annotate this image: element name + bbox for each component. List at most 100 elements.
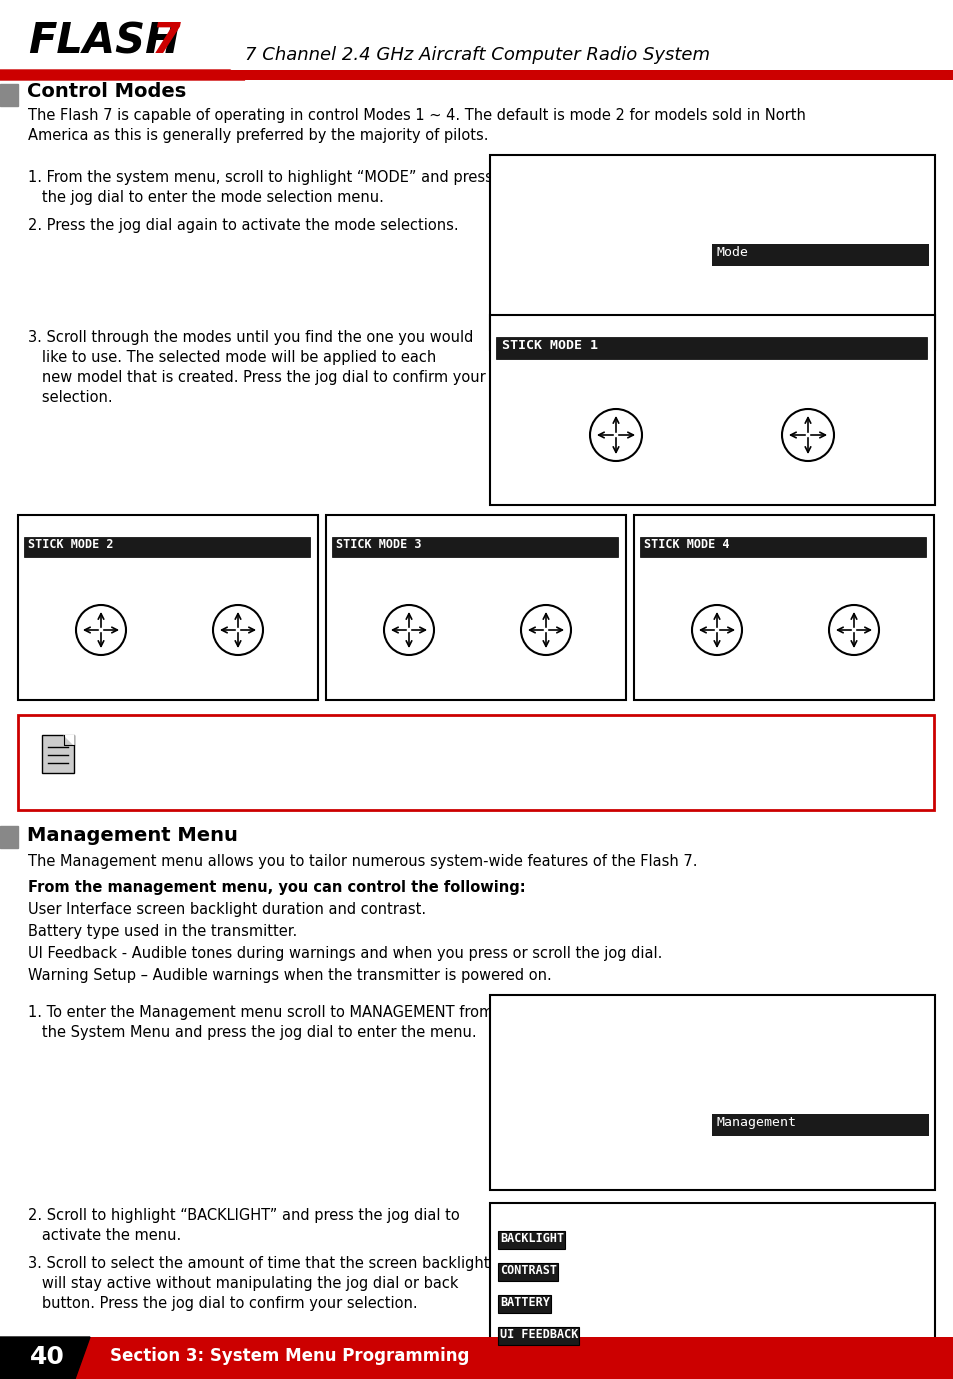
- Bar: [497, 1263, 558, 1281]
- Text: MDL Type: MDL Type: [499, 217, 563, 229]
- Text: STICK MODE 2: STICK MODE 2: [28, 538, 113, 552]
- Text: Mode: Mode: [717, 245, 748, 259]
- Text: 2. Scroll to highlight “BACKLIGHT” and press the jog dial to: 2. Scroll to highlight “BACKLIGHT” and p…: [28, 1208, 459, 1223]
- Bar: [24, 536, 310, 557]
- Text: [Management]: [Management]: [499, 1209, 596, 1222]
- Text: 7: 7: [152, 21, 181, 62]
- Text: On: On: [584, 1328, 598, 1340]
- Polygon shape: [64, 735, 74, 745]
- Text: INFO: INFO: [717, 1146, 748, 1158]
- Text: Battery type used in the transmitter.: Battery type used in the transmitter.: [28, 924, 297, 939]
- Text: MDL SEL: MDL SEL: [499, 186, 556, 199]
- Text: ELEV: ELEV: [395, 565, 422, 575]
- Text: Warning Setup – Audible warnings when the transmitter is powered on.: Warning Setup – Audible warnings when th…: [28, 968, 551, 983]
- Text: 5: 5: [563, 1265, 571, 1277]
- Text: BACKLIGHT: BACKLIGHT: [499, 1231, 563, 1245]
- Text: Management: Management: [717, 1116, 796, 1129]
- Bar: [332, 536, 618, 557]
- Text: [Mode]: [Mode]: [641, 520, 684, 534]
- Text: Trim Step: Trim Step: [499, 1116, 572, 1129]
- Text: [Mode]: [Mode]: [26, 520, 69, 534]
- Bar: [497, 1327, 578, 1345]
- Text: The Management menu allows you to tailor numerous system-wide features of the Fl: The Management menu allows you to tailor…: [28, 854, 697, 869]
- Bar: [490, 996, 934, 1190]
- Polygon shape: [0, 826, 18, 848]
- Text: Mode: Mode: [717, 1087, 748, 1099]
- Text: AILE: AILE: [837, 430, 864, 440]
- Text: Some modes require additional adjustments to the hardware of the Flash 7 transmi: Some modes require additional adjustment…: [88, 735, 762, 749]
- Text: 7 Channel 2.4 GHz Aircraft Computer Radio System: 7 Channel 2.4 GHz Aircraft Computer Radi…: [245, 46, 709, 63]
- Bar: [496, 336, 926, 359]
- Text: The Flash 7 is capable of operating in control Modes 1 ~ 4. The default is mode : The Flash 7 is capable of operating in c…: [28, 108, 805, 123]
- Text: System.List: System.List: [499, 161, 592, 175]
- Text: User Interface screen backlight duration and contrast.: User Interface screen backlight duration…: [28, 902, 426, 917]
- Text: THRO: THRO: [702, 565, 730, 575]
- Bar: [711, 244, 928, 266]
- Text: 3. Scroll through the modes until you find the one you would: 3. Scroll through the modes until you fi…: [28, 330, 473, 345]
- FancyBboxPatch shape: [42, 735, 74, 774]
- Text: MDL SEL: MDL SEL: [499, 1026, 556, 1038]
- Text: AILE: AILE: [647, 625, 675, 634]
- Polygon shape: [0, 70, 245, 80]
- Text: Section 3: System Menu Programming: Section 3: System Menu Programming: [110, 1347, 469, 1365]
- Text: System.List: System.List: [499, 1001, 592, 1015]
- Polygon shape: [0, 1338, 90, 1379]
- Text: like to use. The selected mode will be applied to each: like to use. The selected mode will be a…: [28, 350, 436, 365]
- Text: THRO: THRO: [794, 367, 821, 376]
- Bar: [711, 1114, 928, 1136]
- Text: UI Feedback - Audible tones during warnings and when you press or scroll the jog: UI Feedback - Audible tones during warni…: [28, 946, 661, 961]
- Bar: [490, 314, 934, 505]
- Text: will stay active without manipulating the jog dial or back: will stay active without manipulating th…: [28, 1276, 458, 1291]
- Bar: [0, 1338, 953, 1379]
- Text: the System Menu and press the jog dial to enter the menu.: the System Menu and press the jog dial t…: [28, 1025, 476, 1040]
- Text: Sensor: Sensor: [717, 186, 764, 199]
- Text: ELEV: ELEV: [840, 565, 866, 575]
- Text: THRO: THRO: [532, 565, 558, 575]
- Text: RUDD: RUDD: [543, 430, 571, 440]
- Text: BATTERY: BATTERY: [499, 1296, 549, 1309]
- Text: THRO: THRO: [88, 565, 114, 575]
- Text: STICK MODE 1: STICK MODE 1: [501, 339, 598, 352]
- Text: AILE: AILE: [339, 625, 367, 634]
- Text: Management: Management: [717, 276, 796, 290]
- Text: AILE: AILE: [268, 625, 294, 634]
- Text: button. Press the jog dial to confirm your selection.: button. Press the jog dial to confirm yo…: [28, 1296, 417, 1311]
- Text: [Mode]: [Mode]: [499, 320, 547, 332]
- Text: Sensor: Sensor: [717, 1026, 764, 1038]
- Bar: [490, 154, 934, 350]
- Bar: [18, 714, 933, 809]
- Text: Trim Step: Trim Step: [499, 276, 572, 290]
- Text: STICK MODE 3: STICK MODE 3: [335, 538, 421, 552]
- Text: Spectra: Spectra: [717, 217, 772, 229]
- Text: Control Modes: Control Modes: [27, 81, 186, 101]
- Text: 40: 40: [30, 1345, 65, 1369]
- Bar: [497, 1231, 564, 1249]
- Text: ELEV: ELEV: [602, 367, 629, 376]
- Bar: [326, 514, 625, 701]
- Polygon shape: [0, 84, 18, 106]
- Text: 3. Scroll to select the amount of time that the screen backlight: 3. Scroll to select the amount of time t…: [28, 1256, 489, 1271]
- Text: information on the Flash 7’s hardware adjustments refer to Appendix A. Hardware : information on the Flash 7’s hardware ad…: [88, 758, 753, 774]
- Text: UI FEEDBACK: UI FEEDBACK: [499, 1328, 578, 1340]
- Text: RUDD: RUDD: [32, 625, 59, 634]
- Text: [Mode]: [Mode]: [334, 520, 376, 534]
- Text: Trainer: Trainer: [499, 306, 556, 319]
- Text: 1. To enter the Management menu scroll to MANAGEMENT from: 1. To enter the Management menu scroll t…: [28, 1005, 493, 1020]
- Text: selection.: selection.: [28, 390, 112, 405]
- Text: From the management menu, you can control the following:: From the management menu, you can contro…: [28, 880, 525, 895]
- Bar: [230, 70, 953, 80]
- Bar: [18, 514, 317, 701]
- Text: WARNING SETUP: WARNING SETUP: [499, 1360, 592, 1373]
- Text: INFO: INFO: [717, 306, 748, 319]
- Text: Trainer: Trainer: [499, 1146, 556, 1158]
- Text: activate the menu.: activate the menu.: [28, 1229, 181, 1242]
- Text: 1. From the system menu, scroll to highlight “MODE” and press: 1. From the system menu, scroll to highl…: [28, 170, 493, 185]
- Text: 10 sec. On: 10 sec. On: [571, 1231, 641, 1245]
- Text: MDL Type: MDL Type: [499, 1056, 563, 1069]
- Text: Alkaline: Alkaline: [557, 1296, 614, 1309]
- Bar: [490, 1202, 934, 1379]
- Text: new model that is created. Press the jog dial to confirm your: new model that is created. Press the jog…: [28, 370, 485, 385]
- Bar: [497, 1295, 551, 1313]
- Text: FLASH: FLASH: [28, 21, 180, 62]
- Bar: [0, 70, 953, 80]
